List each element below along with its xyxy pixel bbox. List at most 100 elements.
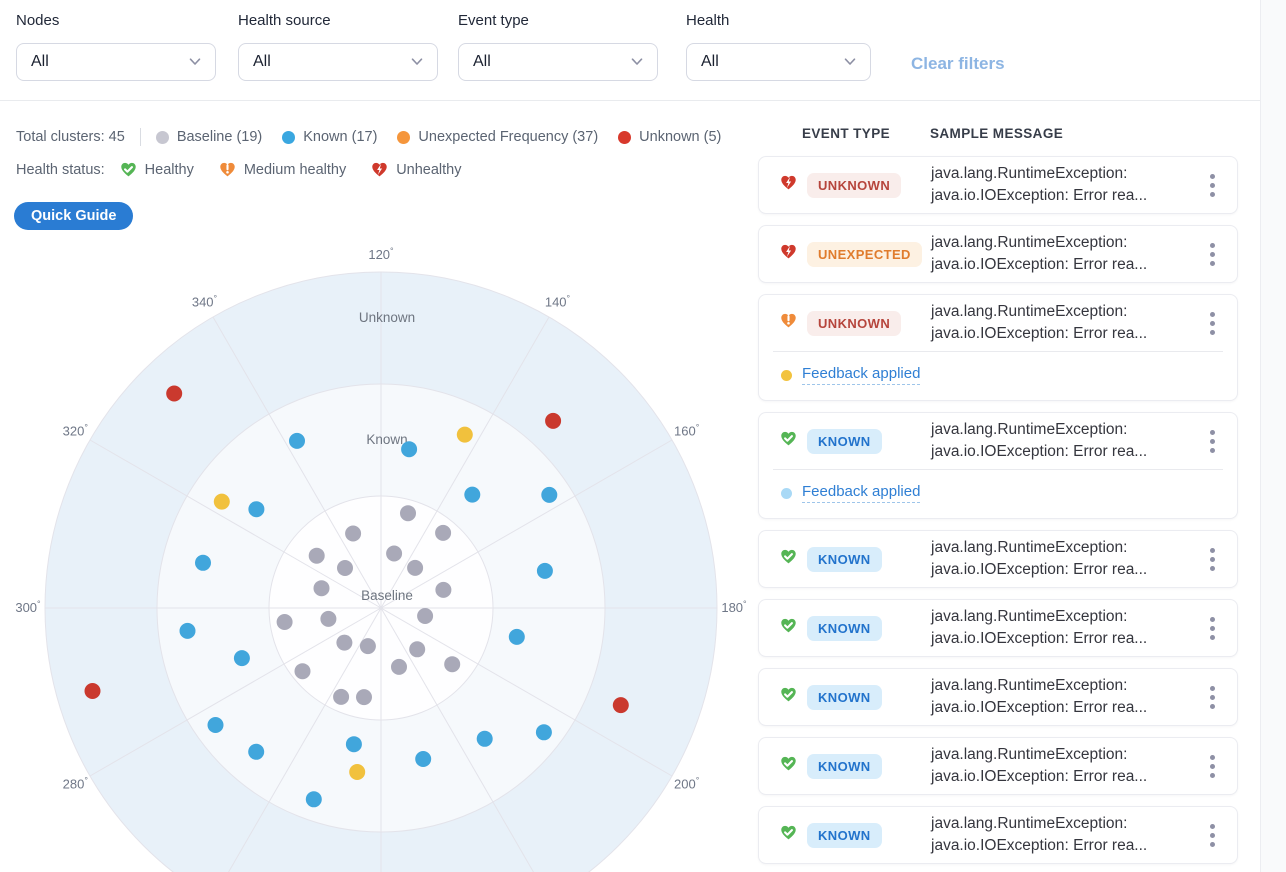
kebab-menu-icon[interactable]	[1204, 306, 1221, 341]
health-icon	[779, 754, 798, 778]
chart-point-baseline[interactable]	[333, 688, 350, 705]
chevron-down-icon	[189, 58, 201, 65]
chart-point-known[interactable]	[415, 751, 432, 767]
event-row[interactable]: KNOWN java.lang.RuntimeException: java.i…	[758, 599, 1238, 657]
health-legend-label: Medium healthy	[243, 161, 347, 178]
sample-message: java.lang.RuntimeException: java.io.IOEx…	[931, 815, 1148, 854]
column-header-sample-message: SAMPLE MESSAGE	[930, 126, 1064, 141]
events-rows: UNKNOWN java.lang.RuntimeException: java…	[758, 156, 1238, 864]
chart-point-known[interactable]	[248, 501, 265, 518]
chart-point-known[interactable]	[289, 432, 305, 449]
filter-label-nodes: Nodes	[16, 12, 60, 29]
kebab-menu-icon[interactable]	[1204, 542, 1221, 577]
health-icon	[779, 311, 798, 335]
kebab-menu-icon[interactable]	[1204, 168, 1221, 203]
event-type-badge: KNOWN	[807, 822, 882, 848]
chart-point-baseline[interactable]	[409, 641, 426, 658]
event-row[interactable]: UNKNOWN java.lang.RuntimeException: java…	[758, 294, 1238, 401]
event-row[interactable]: UNKNOWN java.lang.RuntimeException: java…	[758, 156, 1238, 214]
legend-dot-icon	[155, 130, 169, 144]
event-row[interactable]: KNOWN java.lang.RuntimeException: java.i…	[758, 668, 1238, 726]
healthy-heart-icon	[781, 618, 796, 633]
chart-point-baseline[interactable]	[435, 524, 452, 541]
feedback-applied-link[interactable]: Feedback applied	[802, 483, 921, 503]
kebab-menu-icon[interactable]	[1204, 749, 1221, 784]
filter-select-nodes[interactable]: All	[16, 43, 216, 81]
chart-point-baseline[interactable]	[435, 581, 452, 598]
events-panel: EVENT TYPE SAMPLE MESSAGE UNKNOWN java.l…	[758, 126, 1238, 864]
chart-point-known[interactable]	[233, 650, 250, 667]
chart-point-unexpected-frequency[interactable]	[456, 426, 473, 443]
filter-select-health[interactable]: All	[686, 43, 871, 81]
chart-point-unexpected-frequency[interactable]	[349, 764, 366, 780]
health-legend-item-unhealthy: Unhealthy	[370, 160, 462, 179]
chart-point-known[interactable]	[248, 743, 265, 760]
chart-point-baseline[interactable]	[417, 608, 434, 624]
event-type-cell: UNEXPECTED	[779, 241, 931, 267]
kebab-menu-icon[interactable]	[1204, 424, 1221, 459]
chart-point-baseline[interactable]	[308, 547, 325, 564]
vertical-scrollbar[interactable]	[1260, 0, 1286, 872]
healthy-heart-icon	[781, 687, 796, 702]
kebab-menu-icon[interactable]	[1204, 611, 1221, 646]
health-icon	[779, 823, 798, 847]
kebab-menu-icon[interactable]	[1204, 818, 1221, 853]
chart-point-baseline[interactable]	[337, 560, 353, 576]
filter-select-value: All	[473, 53, 491, 70]
kebab-menu-icon[interactable]	[1204, 237, 1221, 272]
chart-point-known[interactable]	[464, 486, 481, 503]
event-row[interactable]: KNOWN java.lang.RuntimeException: java.i…	[758, 806, 1238, 864]
chart-point-known[interactable]	[401, 441, 418, 458]
chart-point-known[interactable]	[536, 562, 553, 579]
chart-point-known[interactable]	[508, 628, 525, 645]
cluster-legend-row: Total clusters: 45 Baseline (19) Known (1…	[16, 128, 741, 146]
chart-point-known[interactable]	[207, 717, 224, 733]
chart-point-baseline[interactable]	[276, 614, 293, 630]
chart-point-baseline[interactable]	[294, 663, 311, 680]
chart-spoke	[380, 607, 534, 872]
chart-point-baseline[interactable]	[391, 658, 407, 675]
chart-point-known[interactable]	[179, 622, 196, 639]
health-legend-items: Healthy Medium healthy Unhealthy	[119, 160, 486, 179]
filter-group: Health All	[686, 12, 871, 81]
event-row[interactable]: KNOWN java.lang.RuntimeException: java.i…	[758, 412, 1238, 519]
filter-select-health-source[interactable]: All	[238, 43, 438, 81]
chart-point-unknown[interactable]	[84, 683, 101, 699]
chart-point-known[interactable]	[535, 724, 552, 741]
quick-guide-button[interactable]: Quick Guide	[14, 202, 134, 230]
filter-group: Event type All	[458, 12, 658, 81]
chart-point-baseline[interactable]	[386, 545, 403, 562]
chart-point-baseline[interactable]	[444, 656, 461, 673]
chart-point-baseline[interactable]	[345, 525, 362, 542]
event-row[interactable]: KNOWN java.lang.RuntimeException: java.i…	[758, 530, 1238, 588]
filter-select-event-type[interactable]: All	[458, 43, 658, 81]
chart-point-baseline[interactable]	[336, 634, 353, 651]
chart-point-unknown[interactable]	[545, 412, 562, 429]
clear-filters-link[interactable]: Clear filters	[911, 54, 1005, 73]
chart-point-known[interactable]	[345, 736, 362, 753]
kebab-menu-icon[interactable]	[1204, 680, 1221, 715]
event-type-badge: UNKNOWN	[807, 310, 902, 336]
sample-message: java.lang.RuntimeException: java.io.IOEx…	[931, 303, 1148, 342]
chart-point-unknown[interactable]	[166, 385, 183, 402]
event-type-badge: KNOWN	[807, 546, 882, 572]
chart-point-baseline[interactable]	[356, 689, 372, 706]
chart-point-unexpected-frequency[interactable]	[213, 493, 230, 510]
chart-point-unknown[interactable]	[612, 697, 629, 714]
chart-point-known[interactable]	[541, 486, 558, 503]
event-type-cell: KNOWN	[779, 684, 931, 710]
chart-point-baseline[interactable]	[407, 559, 424, 576]
chart-point-baseline[interactable]	[320, 610, 337, 627]
chart-point-known[interactable]	[195, 554, 211, 571]
event-row[interactable]: KNOWN java.lang.RuntimeException: java.i…	[758, 737, 1238, 795]
chart-ring-label-unknown: Unknown	[359, 310, 415, 325]
chart-angle-label-300: 300°	[15, 599, 41, 615]
chart-point-known[interactable]	[305, 791, 322, 808]
chart-point-known[interactable]	[476, 730, 493, 747]
chart-point-baseline[interactable]	[400, 505, 416, 522]
chart-point-baseline[interactable]	[359, 638, 376, 655]
feedback-applied-link[interactable]: Feedback applied	[802, 365, 921, 385]
chart-point-baseline[interactable]	[313, 580, 330, 597]
event-row[interactable]: UNEXPECTED java.lang.RuntimeException: j…	[758, 225, 1238, 283]
chart-ring-label-baseline: Baseline	[361, 588, 413, 603]
